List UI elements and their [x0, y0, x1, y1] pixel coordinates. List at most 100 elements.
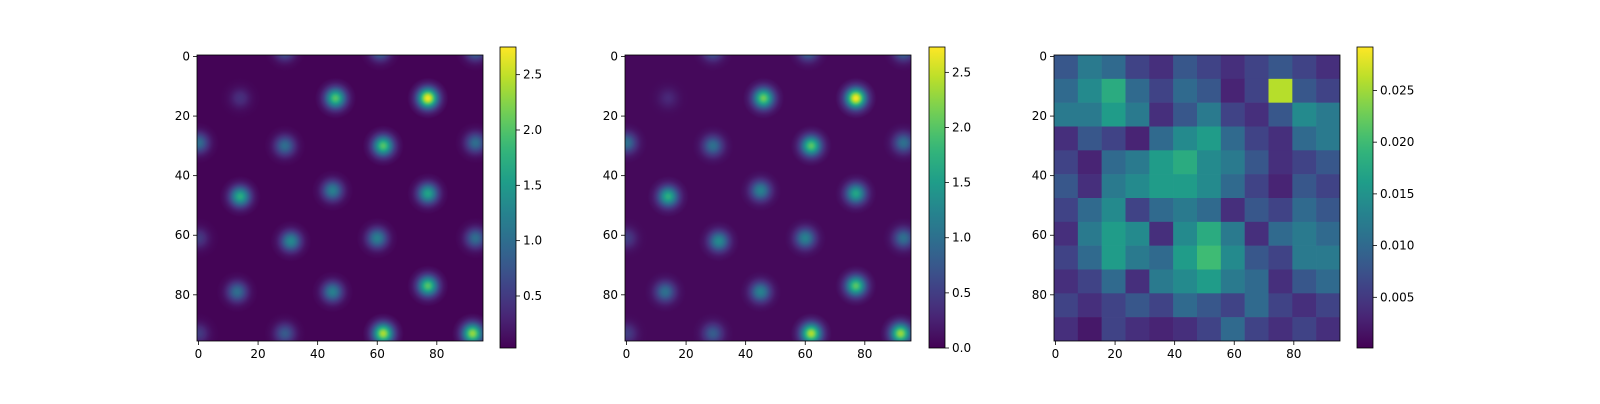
cell	[1316, 102, 1340, 127]
cell	[1244, 245, 1269, 270]
spot	[216, 270, 259, 313]
spot	[697, 220, 740, 263]
spot	[835, 265, 877, 307]
colorbar	[1356, 46, 1374, 349]
cell	[1054, 245, 1079, 270]
x-tick-label: 80	[1286, 347, 1301, 361]
cell	[1101, 126, 1126, 151]
cell	[1244, 150, 1269, 175]
cell	[1244, 269, 1269, 294]
x-tick-label: 40	[1167, 347, 1182, 361]
x-tick-label: 60	[370, 347, 385, 361]
cell	[1077, 293, 1102, 318]
y-tick-label: 60	[1032, 228, 1047, 242]
spot	[407, 265, 449, 307]
x-tick-label: 20	[1107, 347, 1122, 361]
cell	[1316, 78, 1340, 103]
cell	[1220, 126, 1245, 151]
cell	[1292, 126, 1317, 151]
cell	[1292, 245, 1317, 270]
cell	[1197, 55, 1222, 80]
cell	[1077, 245, 1102, 270]
cell	[1268, 221, 1293, 246]
cell	[1268, 317, 1293, 341]
cell	[1244, 317, 1269, 341]
cell	[1173, 174, 1198, 199]
cell	[1316, 198, 1340, 223]
spot	[835, 172, 877, 215]
heatmap	[625, 55, 911, 341]
cell	[1077, 174, 1102, 199]
cell	[1316, 55, 1340, 80]
cell	[1292, 293, 1317, 318]
cell	[1173, 269, 1198, 294]
y-tick-label: 0	[610, 49, 618, 63]
x-tick-label: 60	[798, 347, 813, 361]
spot	[692, 55, 734, 72]
cell	[1244, 174, 1269, 199]
cell	[1149, 174, 1174, 199]
cell	[1197, 126, 1222, 151]
cell	[1292, 55, 1317, 80]
cell	[1244, 293, 1269, 318]
cell	[1054, 126, 1079, 151]
spot	[362, 125, 405, 167]
spot	[647, 175, 690, 218]
cell	[1268, 174, 1293, 199]
y-tick-label: 0	[1039, 49, 1047, 63]
heatmap	[1054, 55, 1340, 341]
spot	[882, 217, 911, 260]
cell	[1149, 221, 1174, 246]
cell	[1101, 293, 1126, 318]
cell	[1125, 293, 1150, 318]
cell	[1316, 245, 1340, 270]
cell	[1197, 150, 1222, 175]
cell	[1268, 269, 1293, 294]
cell	[1054, 293, 1079, 318]
cell	[1101, 198, 1126, 223]
cell	[1173, 198, 1198, 223]
cell	[1125, 221, 1150, 246]
spot	[197, 122, 220, 164]
cell	[1292, 317, 1317, 341]
cell	[1220, 269, 1245, 294]
cell	[1292, 269, 1317, 294]
cell	[1197, 174, 1222, 199]
x-tick-label: 0	[623, 347, 631, 361]
cell	[1077, 269, 1102, 294]
spot	[407, 172, 449, 215]
x-tick-label: 60	[1227, 347, 1242, 361]
cell	[1149, 126, 1174, 151]
cell	[1316, 221, 1340, 246]
cell	[1173, 126, 1198, 151]
axes-frame	[1053, 54, 1341, 342]
x-tick-label: 80	[857, 347, 872, 361]
cell	[1220, 198, 1245, 223]
y-tick-label: 80	[603, 288, 618, 302]
cell	[1316, 293, 1340, 318]
colorbar-tick-label: 0.0	[952, 341, 971, 355]
spot	[625, 217, 648, 260]
spot	[742, 77, 785, 120]
cell	[1149, 245, 1174, 270]
cell	[1125, 269, 1150, 294]
cell	[1316, 126, 1340, 151]
spot	[356, 217, 399, 260]
cell	[1125, 174, 1150, 199]
colorbar-tick-label: 2.0	[952, 120, 971, 134]
spot	[219, 175, 262, 218]
cell	[1268, 198, 1293, 223]
x-tick-label: 40	[738, 347, 753, 361]
spot	[835, 77, 877, 120]
cell	[1316, 174, 1340, 199]
cell	[1220, 78, 1245, 103]
spot	[739, 270, 782, 313]
x-tick-label: 0	[1052, 347, 1060, 361]
spot	[790, 312, 833, 341]
colorbar-tick-label: 0.020	[1380, 135, 1414, 149]
cell	[1173, 317, 1198, 341]
cell	[1173, 293, 1198, 318]
cell	[1316, 269, 1340, 294]
cell	[1149, 55, 1174, 80]
